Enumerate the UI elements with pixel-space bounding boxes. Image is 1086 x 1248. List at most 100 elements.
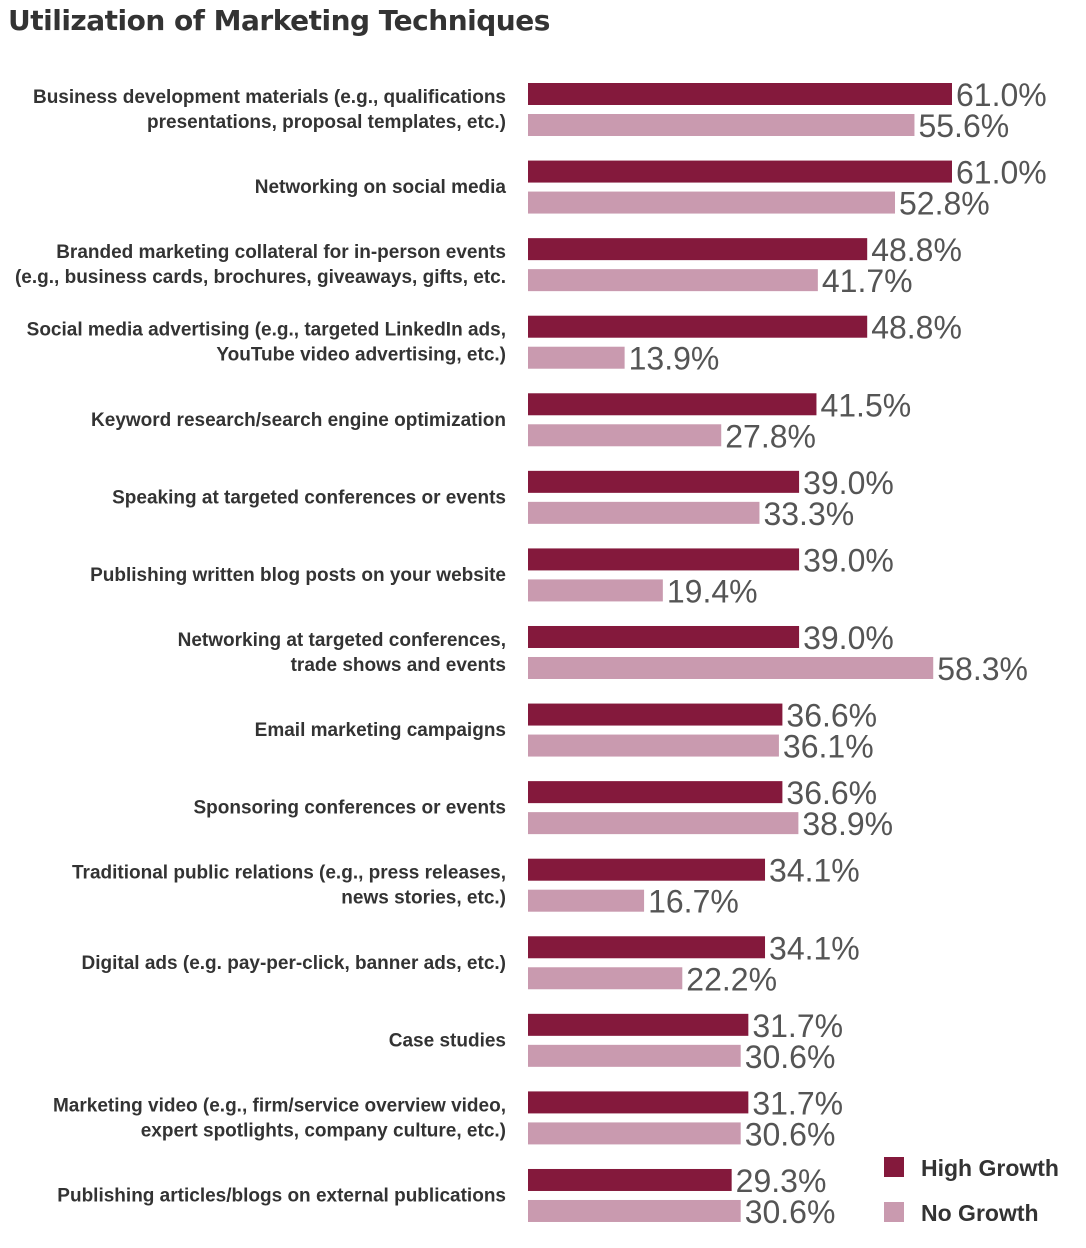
legend-swatch: [884, 1202, 904, 1222]
no-growth-bar: [528, 424, 722, 447]
legend-label: No Growth: [921, 1200, 1039, 1226]
high-growth-bar: [528, 703, 783, 726]
category-label-line: Networking on social media: [255, 177, 507, 198]
value-label: 41.5%: [820, 387, 911, 423]
value-label: 61.0%: [956, 77, 1047, 113]
category-label-line: Marketing video (e.g., firm/service over…: [53, 1095, 506, 1116]
category-label: Networking on social media: [255, 177, 507, 198]
high-growth-bar: [528, 548, 800, 571]
value-label: 36.6%: [786, 698, 877, 734]
high-growth-bar: [528, 83, 952, 105]
high-growth-bar: [528, 160, 952, 183]
value-label: 29.3%: [736, 1163, 827, 1199]
high-growth-bar: [528, 238, 868, 261]
legend: High Growth No Growth: [884, 1155, 1059, 1226]
high-growth-bar: [528, 470, 800, 493]
category-label-line: Publishing written blog posts on your we…: [90, 564, 506, 585]
no-growth-bar: [528, 656, 934, 679]
no-growth-bar: [528, 114, 915, 136]
category-label: Case studies: [389, 1030, 506, 1051]
high-growth-bar: [528, 1013, 749, 1036]
value-label: 61.0%: [956, 155, 1047, 191]
value-label: 34.1%: [769, 930, 860, 966]
value-label: 33.3%: [763, 496, 854, 532]
value-label: 48.8%: [871, 310, 962, 346]
category-label-line: Keyword research/search engine optimizat…: [91, 409, 506, 430]
value-label: 30.6%: [745, 1039, 836, 1075]
category-label: Business development materials (e.g., qu…: [33, 87, 506, 133]
category-label-line: Social media advertising (e.g., targeted…: [27, 319, 506, 340]
no-growth-bar: [528, 812, 799, 835]
value-label: 13.9%: [629, 341, 720, 377]
value-label: 30.6%: [745, 1194, 836, 1230]
value-label: 16.7%: [648, 884, 739, 920]
value-label: 34.1%: [769, 853, 860, 889]
legend-label: High Growth: [921, 1155, 1059, 1181]
chart-title: Utilization of Marketing Techniques: [8, 4, 550, 37]
category-label: Marketing video (e.g., firm/service over…: [53, 1095, 506, 1141]
high-growth-bar: [528, 315, 868, 338]
category-label: Branded marketing collateral for in-pers…: [15, 242, 506, 288]
value-label: 39.0%: [803, 465, 894, 501]
category-label: Sponsoring conferences or events: [193, 797, 506, 818]
value-label: 19.4%: [667, 573, 758, 609]
value-labels: 61.0%55.6%61.0%52.8%48.8%41.7%48.8%13.9%…: [629, 77, 1047, 1230]
category-label: Digital ads (e.g. pay-per-click, banner …: [82, 952, 506, 973]
no-growth-bar: [528, 1199, 741, 1222]
value-label: 27.8%: [725, 418, 816, 454]
value-label: 48.8%: [871, 232, 962, 268]
value-label: 30.6%: [745, 1116, 836, 1152]
no-growth-bar: [528, 967, 683, 990]
high-growth-bar: [528, 1168, 732, 1191]
value-label: 41.7%: [822, 263, 913, 299]
no-growth-bar: [528, 1122, 741, 1145]
no-growth-bar: [528, 1044, 741, 1067]
category-label: Traditional public relations (e.g., pres…: [72, 862, 506, 908]
category-label: Keyword research/search engine optimizat…: [91, 409, 506, 430]
value-label: 38.9%: [802, 806, 893, 842]
category-label: Networking at targeted conferences, trade…: [178, 629, 506, 675]
value-label: 22.2%: [686, 961, 777, 997]
high-growth-bar: [528, 1091, 749, 1114]
no-growth-bar: [528, 269, 818, 292]
high-growth-bar: [528, 625, 800, 648]
category-label-line: Sponsoring conferences or events: [193, 797, 506, 818]
category-label: Publishing articles/blogs on external pu…: [57, 1185, 506, 1206]
high-growth-bar: [528, 393, 817, 416]
value-label: 31.7%: [752, 1008, 843, 1044]
category-label-line: expert spotlights, company culture, etc.…: [141, 1120, 506, 1141]
category-label-line: Email marketing campaigns: [255, 720, 506, 741]
value-label: 31.7%: [752, 1085, 843, 1121]
bars: [528, 83, 952, 1222]
value-label: 58.3%: [937, 651, 1028, 687]
value-label: 39.0%: [803, 542, 894, 578]
category-label-line: Business development materials (e.g., qu…: [33, 87, 506, 108]
value-label: 36.6%: [786, 775, 877, 811]
category-label-line: news stories, etc.): [341, 887, 506, 908]
category-label-line: (e.g., business cards, brochures, giveaw…: [15, 267, 506, 288]
category-label-line: Publishing articles/blogs on external pu…: [57, 1185, 506, 1206]
value-label: 36.1%: [783, 729, 874, 765]
value-label: 39.0%: [803, 620, 894, 656]
legend-swatch: [884, 1157, 904, 1177]
category-label: Publishing written blog posts on your we…: [90, 564, 506, 585]
category-label-line: Digital ads (e.g. pay-per-click, banner …: [82, 952, 506, 973]
category-label-line: trade shows and events: [291, 654, 506, 675]
category-label-line: Speaking at targeted conferences or even…: [112, 487, 506, 508]
high-growth-bar: [528, 858, 766, 881]
category-label: Social media advertising (e.g., targeted…: [27, 319, 506, 365]
category-label: Speaking at targeted conferences or even…: [112, 487, 506, 508]
value-label: 55.6%: [918, 108, 1009, 144]
category-label-line: Case studies: [389, 1030, 506, 1051]
category-label-line: YouTube video advertising, etc.): [216, 344, 506, 365]
high-growth-bar: [528, 781, 783, 804]
category-label-line: Branded marketing collateral for in-pers…: [56, 242, 506, 263]
no-growth-bar: [528, 501, 760, 524]
high-growth-bar: [528, 936, 766, 959]
no-growth-bar: [528, 191, 896, 214]
no-growth-bar: [528, 734, 779, 757]
no-growth-bar: [528, 889, 645, 912]
category-labels: Business development materials (e.g., qu…: [15, 87, 506, 1206]
category-label-line: presentations, proposal templates, etc.): [147, 112, 506, 133]
